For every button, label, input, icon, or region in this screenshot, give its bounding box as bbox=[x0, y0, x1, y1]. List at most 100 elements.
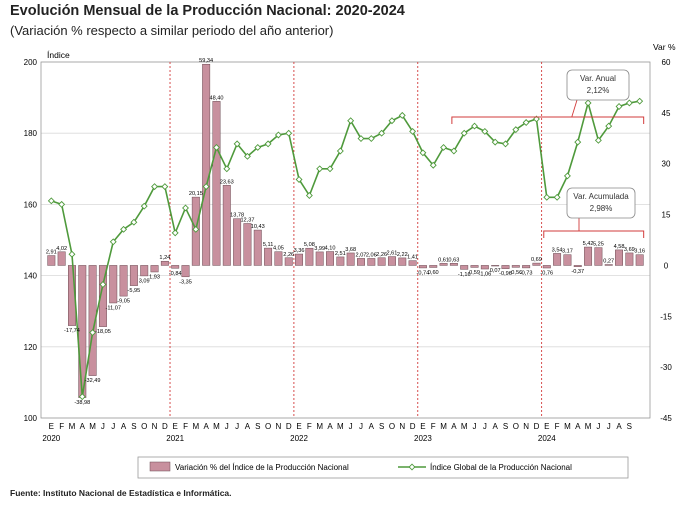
bar-51 bbox=[573, 265, 582, 267]
month-label-18: J bbox=[235, 422, 239, 431]
bar-label-49: 3,54 bbox=[552, 247, 563, 253]
bar-17 bbox=[222, 185, 231, 266]
bar-57 bbox=[635, 254, 644, 266]
bar-label-51: -0,37 bbox=[571, 269, 584, 275]
bar-label-39: 0,63 bbox=[448, 257, 459, 263]
month-label-16: M bbox=[213, 422, 220, 431]
month-label-30: J bbox=[359, 422, 363, 431]
right-axis-label: Var % bbox=[653, 42, 676, 52]
bar-label-16: 48,40 bbox=[209, 95, 223, 101]
index-point-2 bbox=[68, 250, 76, 258]
month-label-51: A bbox=[575, 422, 581, 431]
month-label-29: J bbox=[349, 422, 353, 431]
month-label-37: F bbox=[431, 422, 436, 431]
index-point-19 bbox=[243, 152, 251, 160]
index-point-8 bbox=[130, 218, 138, 226]
bar-9 bbox=[140, 265, 149, 277]
index-point-33 bbox=[388, 117, 396, 125]
month-label-12: E bbox=[173, 422, 178, 431]
index-point-37 bbox=[429, 161, 437, 169]
month-label-56: S bbox=[627, 422, 632, 431]
bar-label-25: 5,08 bbox=[304, 242, 315, 248]
axes: 100 120 140 160 180 200 -45 -30 -15 0 15 30 45 60 Índi… bbox=[24, 42, 676, 443]
bar-label-29: 3,68 bbox=[345, 247, 356, 253]
index-point-16 bbox=[213, 143, 220, 151]
annual-value: 2,12% bbox=[587, 86, 610, 95]
callouts: Var. Anual 2,12% Var. Acumulada 2,98% bbox=[451, 69, 645, 238]
year-label-2024: 2024 bbox=[538, 434, 556, 443]
bar-label-22: 4,05 bbox=[273, 246, 284, 252]
month-label-52: M bbox=[585, 422, 592, 431]
bar-44 bbox=[501, 265, 510, 269]
bar-label-57: 3,16 bbox=[634, 249, 645, 255]
source-note: Fuente: Instituto Nacional de Estadístic… bbox=[10, 488, 232, 498]
index-point-1 bbox=[58, 200, 66, 208]
index-point-5 bbox=[99, 281, 107, 288]
month-label-53: J bbox=[596, 422, 600, 431]
index-point-18 bbox=[233, 140, 241, 148]
bar-35 bbox=[408, 260, 417, 266]
index-point-47 bbox=[532, 115, 540, 123]
bar-label-33: 2,61 bbox=[387, 251, 398, 257]
month-label-28: M bbox=[337, 422, 344, 431]
bar-label-1: 4,02 bbox=[56, 246, 67, 252]
month-label-34: N bbox=[399, 422, 405, 431]
month-label-20: S bbox=[255, 422, 260, 431]
bar-40 bbox=[460, 265, 469, 270]
bar-label-28: 2,51 bbox=[335, 251, 346, 257]
bar-label-12: -0,84 bbox=[169, 271, 182, 277]
bar-label-13: -3,35 bbox=[179, 279, 192, 285]
bar-label-30: 2,07 bbox=[356, 252, 367, 258]
month-label-7: A bbox=[121, 422, 127, 431]
bar-5 bbox=[98, 265, 107, 327]
index-point-25 bbox=[305, 192, 313, 199]
annual-box bbox=[566, 69, 630, 101]
bar-label-45: -0,56 bbox=[509, 270, 522, 276]
index-point-43 bbox=[491, 138, 499, 146]
cumulative-title: Var. Acumulada bbox=[573, 192, 629, 201]
index-point-9 bbox=[140, 202, 148, 210]
index-point-26 bbox=[316, 165, 324, 173]
bar-label-55: 4,58 bbox=[614, 244, 625, 250]
index-point-49 bbox=[553, 193, 561, 201]
bar-30 bbox=[357, 258, 365, 266]
bar-39 bbox=[449, 263, 458, 266]
bar-33 bbox=[387, 256, 396, 266]
index-line bbox=[51, 99, 640, 397]
right-tick--15: -15 bbox=[660, 312, 672, 321]
index-point-15 bbox=[202, 183, 210, 191]
index-point-53 bbox=[594, 136, 602, 144]
month-label-25: F bbox=[307, 422, 312, 431]
bar-label-37: 0,60 bbox=[428, 270, 439, 276]
index-point-44 bbox=[502, 140, 509, 148]
bar-label-27: 4,10 bbox=[325, 246, 336, 252]
bar-48 bbox=[542, 265, 551, 269]
month-label-19: A bbox=[245, 422, 251, 431]
month-label-40: M bbox=[461, 422, 468, 431]
bar-label-3: -38,98 bbox=[74, 400, 90, 406]
right-tick--30: -30 bbox=[660, 363, 672, 372]
index-point-46 bbox=[522, 119, 530, 126]
right-tick--45: -45 bbox=[660, 414, 672, 423]
bar-24 bbox=[295, 253, 304, 266]
annual-title: Var. Anual bbox=[580, 74, 616, 83]
index-point-3 bbox=[78, 393, 86, 401]
index-point-27 bbox=[326, 165, 334, 173]
right-tick-15: 15 bbox=[662, 211, 671, 220]
month-label-22: N bbox=[276, 422, 282, 431]
left-tick-140: 140 bbox=[24, 272, 38, 281]
index-point-28 bbox=[336, 147, 344, 155]
bar-label-7: -9,05 bbox=[117, 299, 130, 305]
index-point-39 bbox=[450, 147, 458, 155]
year-label-2022: 2022 bbox=[290, 434, 308, 443]
bar-label-54: 0,27 bbox=[603, 259, 614, 265]
index-point-48 bbox=[543, 193, 551, 201]
month-label-17: J bbox=[225, 422, 229, 431]
bar-series bbox=[47, 63, 644, 398]
month-label-4: M bbox=[89, 422, 96, 431]
month-label-5: J bbox=[101, 422, 105, 431]
index-point-55 bbox=[615, 103, 623, 110]
month-label-3: A bbox=[80, 422, 86, 431]
bar-11 bbox=[160, 260, 169, 266]
